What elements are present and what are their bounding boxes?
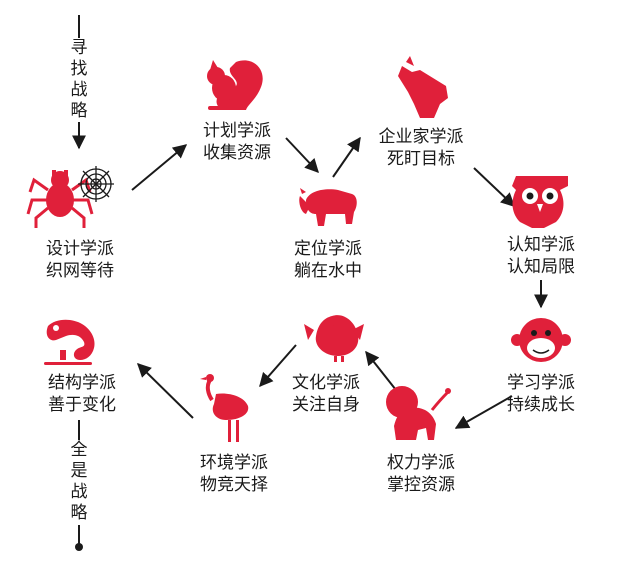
school-name: 定位学派	[294, 239, 362, 259]
owl-icon	[512, 176, 568, 228]
lion-icon	[386, 386, 451, 440]
school-planning: 计划学派 收集资源	[203, 120, 271, 164]
school-entrepreneurial: 企业家学派 死盯目标	[379, 126, 464, 170]
wolf-icon	[398, 56, 448, 118]
school-trait: 物竞天择	[200, 475, 268, 495]
school-name: 结构学派	[48, 373, 116, 393]
monkey-icon	[511, 318, 571, 362]
bottom-vertical-label: 全是战略	[70, 440, 88, 523]
arrow-culture-to-environmental	[259, 344, 297, 388]
school-trait: 织网等待	[46, 261, 114, 281]
school-trait: 死盯目标	[387, 149, 455, 169]
spider-icon	[26, 166, 114, 228]
school-name: 企业家学派	[378, 127, 464, 147]
school-name: 计划学派	[203, 121, 271, 141]
school-trait: 收集资源	[203, 143, 271, 163]
school-positioning: 定位学派 躺在水中	[294, 238, 362, 282]
school-environmental: 环境学派 物竞天择	[200, 452, 268, 496]
bottom-flow-end-dot	[75, 543, 83, 551]
arrow-planning-to-positioning	[285, 137, 319, 174]
school-trait: 善于变化	[48, 395, 116, 415]
turkey-icon	[304, 315, 364, 362]
bison-icon	[299, 188, 357, 226]
school-cognitive: 认知学派 认知局限	[507, 234, 575, 278]
school-name: 认知学派	[507, 235, 575, 255]
school-name: 文化学派	[292, 373, 360, 393]
school-trait: 持续成长	[507, 395, 575, 415]
arrow-positioning-to-entrepreneurial	[332, 136, 361, 178]
squirrel-icon	[207, 60, 263, 110]
top-vertical-label: 寻找战略	[70, 38, 88, 121]
ostrich-icon	[200, 374, 249, 442]
arrow-power-to-culture	[365, 350, 397, 391]
school-learning: 学习学派 持续成长	[507, 372, 575, 416]
arrow-design-to-planning	[131, 144, 188, 191]
school-trait: 掌控资源	[387, 475, 455, 495]
chameleon-icon	[44, 319, 95, 365]
school-trait: 认知局限	[507, 257, 575, 277]
school-name: 权力学派	[387, 453, 455, 473]
school-name: 设计学派	[46, 239, 114, 259]
school-cultural: 文化学派 关注自身	[292, 372, 360, 416]
school-power: 权力学派 掌控资源	[387, 452, 455, 496]
school-configuration: 结构学派 善于变化	[48, 372, 116, 416]
school-trait: 躺在水中	[294, 261, 362, 281]
arrow-learning-to-power	[454, 395, 513, 429]
school-name: 环境学派	[200, 453, 268, 473]
school-name: 学习学派	[507, 373, 575, 393]
arrow-entrepreneurial-to-cognitive	[473, 167, 516, 207]
school-design: 设计学派 织网等待	[46, 238, 114, 282]
school-trait: 关注自身	[292, 395, 360, 415]
arrow-environmental-to-configuration	[137, 363, 194, 419]
